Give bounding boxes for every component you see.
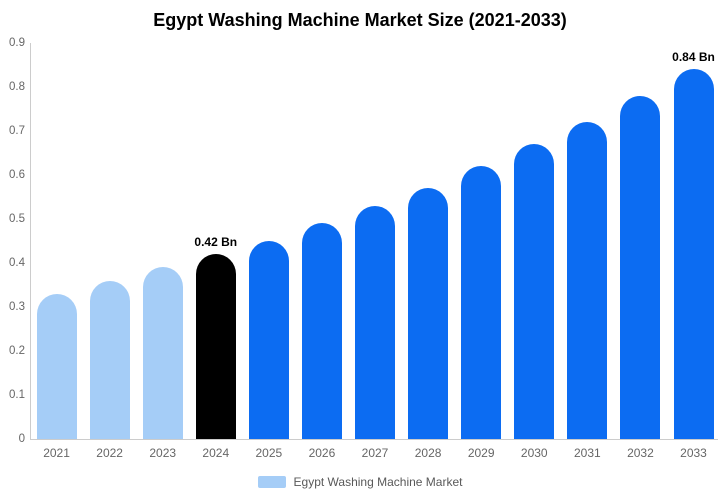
y-axis-tick-label: 0.2 [9, 345, 25, 357]
y-axis-tick-label: 0.8 [9, 81, 25, 93]
x-axis-label-2022: 2022 [96, 446, 123, 460]
x-axis-label-2031: 2031 [573, 446, 601, 460]
x-axis-label-2029: 2029 [467, 446, 495, 460]
bar-2028[interactable] [408, 188, 449, 439]
bar-2032[interactable] [620, 95, 661, 439]
x-axis-label-2023: 2023 [149, 446, 177, 460]
bar-2033[interactable] [673, 69, 714, 439]
bar-2027[interactable] [355, 205, 396, 439]
bar-2030[interactable] [514, 144, 555, 439]
legend-label: Egypt Washing Machine Market [293, 475, 463, 489]
x-axis-label-2032: 2032 [627, 446, 654, 460]
x-axis-label-2027: 2027 [361, 446, 389, 460]
bar-2026[interactable] [301, 223, 342, 439]
y-axis-tick-label: 0.9 [9, 37, 25, 49]
bar-2029[interactable] [461, 166, 502, 439]
legend-swatch [257, 476, 286, 488]
y-axis-line [30, 43, 31, 439]
x-axis-label-2025: 2025 [255, 446, 283, 460]
bar-2025[interactable] [248, 241, 289, 439]
x-axis-label-2030: 2030 [520, 446, 548, 460]
y-axis-tick-label: 0.3 [9, 301, 25, 313]
y-axis-tick-label: 0.7 [9, 125, 25, 137]
x-axis-label-2033: 2033 [680, 446, 707, 460]
chart-title: Egypt Washing Machine Market Size (2021-… [153, 10, 567, 30]
bar-2031[interactable] [567, 122, 608, 439]
x-axis-line [30, 439, 718, 440]
bar-2024[interactable] [195, 254, 236, 439]
legend-item[interactable]: Egypt Washing Machine Market [0, 472, 720, 492]
x-axis-label-2028: 2028 [414, 446, 442, 460]
y-axis-tick-label: 0.4 [9, 257, 25, 269]
data-label-2033: 0.84 Bn [672, 50, 715, 65]
x-axis-label-2021: 2021 [43, 446, 70, 460]
bar-2022[interactable] [89, 280, 130, 439]
y-axis-tick-label: 0.6 [9, 169, 25, 181]
data-label-2024: 0.42 Bn [194, 235, 238, 250]
bar-2021[interactable] [36, 293, 77, 439]
y-axis-tick-label: 0 [18, 433, 25, 445]
y-axis-tick-label: 0.5 [9, 213, 25, 225]
bar-2023[interactable] [142, 267, 183, 439]
y-axis-tick-label: 0.1 [9, 389, 25, 401]
x-axis-label-2024: 2024 [202, 446, 230, 460]
x-axis-label-2026: 2026 [308, 446, 336, 460]
